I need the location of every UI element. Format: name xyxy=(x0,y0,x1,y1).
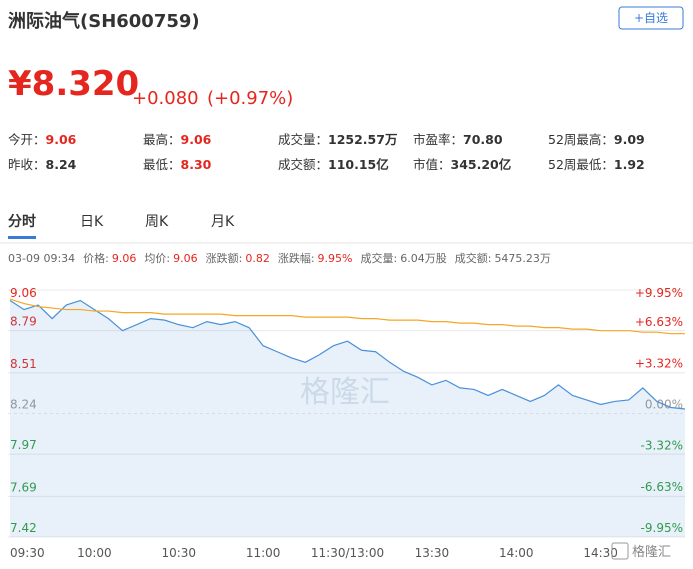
stat: 成交额：110.15亿 xyxy=(278,157,389,172)
y2-tick-label: -3.32% xyxy=(641,439,683,453)
stat: 今开：9.06 xyxy=(8,132,77,147)
price-area xyxy=(10,300,685,537)
stat-label: 成交额： xyxy=(278,157,328,172)
info-value: 9.95% xyxy=(318,252,353,265)
stat-value: 8.24 xyxy=(46,157,77,172)
x-tick-label: 10:00 xyxy=(77,546,112,560)
x-tick-label: 11:00 xyxy=(246,546,281,560)
stat-value: 110.15亿 xyxy=(328,157,389,172)
info-line: 03-09 09:34 价格: 9.06 均价: 9.06 涨跌额: 0.82 涨跌幅: 9.9… xyxy=(8,251,551,265)
tab[interactable]: 月K xyxy=(211,214,235,230)
y-tick-label: 7.97 xyxy=(10,438,37,452)
stat-label: 市值： xyxy=(413,157,451,172)
info-value: 6.04万股 xyxy=(400,252,447,265)
y-tick-label: 8.24 xyxy=(10,398,37,412)
stat-value: 9.06 xyxy=(46,132,77,147)
info-label: 涨跌幅: xyxy=(278,251,315,265)
info-label: 成交量: xyxy=(361,251,398,265)
x-tick-label: 14:00 xyxy=(499,546,534,560)
stat: 52周最低：1.92 xyxy=(548,157,645,172)
stat: 市值：345.20亿 xyxy=(413,157,511,172)
logo-icon xyxy=(611,542,629,560)
y2-tick-label: -6.63% xyxy=(641,480,683,494)
chart: 9.06 8.79 8.51 8.24 7.97 7.69 7.42 +9.95% +6.63%… xyxy=(8,286,686,560)
info-value: 9.06 xyxy=(173,252,198,265)
stat-label: 昨收： xyxy=(8,157,46,172)
stat-label: 最高： xyxy=(143,132,181,147)
watch-button-box[interactable] xyxy=(618,6,684,30)
price-line xyxy=(9,299,686,410)
stock-title: 洲际油气(SH600759) xyxy=(8,10,200,32)
stat-label: 今开： xyxy=(8,132,46,147)
info-time: 03-09 09:34 xyxy=(8,252,75,265)
stat-value: 70.80 xyxy=(463,132,503,147)
watch-button[interactable]: +自选 xyxy=(634,11,668,25)
info-value: 9.06 xyxy=(112,252,137,265)
tab[interactable]: 分时 xyxy=(8,213,36,230)
tab-underline xyxy=(8,236,36,239)
info-label: 成交额: xyxy=(455,251,492,265)
stat-label: 成交量： xyxy=(278,132,328,147)
stat: 52周最高：9.09 xyxy=(548,132,645,147)
y-tick-label: 7.69 xyxy=(10,480,37,494)
price-change: +0.080 xyxy=(132,88,199,109)
y2-tick-label: +3.32% xyxy=(635,356,683,370)
logo: 格隆汇 xyxy=(632,544,671,560)
info-value: 0.82 xyxy=(245,252,270,265)
x-tick-label: 10:30 xyxy=(161,546,196,560)
stat-value: 9.06 xyxy=(181,132,212,147)
stat: 成交量：1252.57万 xyxy=(278,132,397,147)
price-change-pct: (+0.97%) xyxy=(207,88,293,109)
stat-value: 8.30 xyxy=(181,157,212,172)
y2-tick-label: -9.95% xyxy=(641,521,683,535)
x-tick-label: 14:30 xyxy=(583,546,618,560)
stat-value: 345.20亿 xyxy=(451,157,512,172)
y-tick-label: 8.51 xyxy=(10,357,37,371)
stat: 昨收：8.24 xyxy=(8,157,77,172)
stat-label: 52周最低： xyxy=(548,157,614,172)
stat-label: 52周最高： xyxy=(548,132,614,147)
info-label: 价格: xyxy=(83,251,109,265)
tab[interactable]: 周K xyxy=(145,214,169,230)
stat-value: 9.09 xyxy=(614,132,645,147)
x-tick-label: 09:30 xyxy=(10,546,45,560)
stat-label: 市盈率： xyxy=(413,132,463,147)
stats: 今开：9.06 最高：9.06 成交量：1252.57万 市盈率：70.80 52周最高… xyxy=(8,132,645,172)
y2-tick-label: +6.63% xyxy=(635,315,683,329)
watermark: 格隆汇 xyxy=(300,375,390,410)
stat-value: 1.92 xyxy=(614,157,645,172)
tabs: 分时 日K 周K 月K xyxy=(8,213,235,230)
x-tick-label: 13:30 xyxy=(415,546,450,560)
stat: 最低：8.30 xyxy=(143,157,212,172)
x-tick-label: 11:30/13:00 xyxy=(311,546,384,560)
info-label: 均价: xyxy=(144,252,170,265)
y-tick-label: 8.79 xyxy=(10,315,37,329)
average-line xyxy=(9,298,685,335)
tab[interactable]: 日K xyxy=(80,214,104,230)
y-tick-label: 9.06 xyxy=(10,286,37,300)
price: ¥8.320 xyxy=(8,64,139,104)
stat: 市盈率：70.80 xyxy=(413,132,503,147)
y-tick-label: 7.42 xyxy=(10,521,37,535)
info-label: 涨跌额: xyxy=(206,251,243,265)
stat: 最高：9.06 xyxy=(143,132,212,147)
info-value: 5475.23万 xyxy=(494,252,551,265)
y2-tick-label: +9.95% xyxy=(635,286,683,300)
stat-label: 最低： xyxy=(143,157,181,172)
stat-value: 1252.57万 xyxy=(328,132,397,147)
